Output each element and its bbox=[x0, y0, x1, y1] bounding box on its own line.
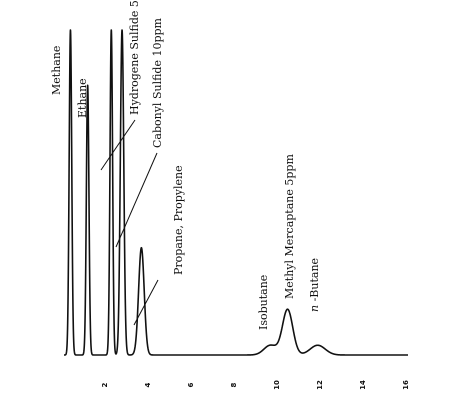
x-tick-label: 6 bbox=[187, 382, 195, 387]
leader-line-cabonyl-sulfide-10ppm bbox=[115, 152, 158, 248]
x-tick-label: 12 bbox=[316, 380, 324, 390]
chromatogram-trace bbox=[63, 29, 409, 356]
x-tick-layer: 2 4 6 8 10 12 14 16 bbox=[101, 380, 410, 390]
peak-label-methane: Methane bbox=[50, 46, 63, 95]
x-tick-label: 16 bbox=[402, 380, 410, 390]
x-tick-label: 10 bbox=[273, 380, 281, 390]
peak-label-isobutane: Isobutane bbox=[257, 275, 270, 330]
peak-label-ethane: Ethane bbox=[76, 78, 89, 118]
peak-label-cabonyl-sulfide-10ppm: Cabonyl Sulfide 10ppm bbox=[151, 17, 164, 148]
x-tick-label: 8 bbox=[230, 382, 238, 387]
leader-line-hydrogene-sulfide-5ppm bbox=[100, 119, 136, 171]
leader-layer bbox=[100, 119, 159, 326]
peak-label-methyl-mercaptane-5ppm: Methyl Mercaptane 5ppm bbox=[283, 154, 296, 299]
peak-label-propane-propylene: Propane, Propylene bbox=[172, 165, 185, 275]
peak-label-n-butane: n -Butane bbox=[308, 258, 321, 312]
peak-label-layer: Methane Ethane Hydrogene Sulfide 5ppm Cabon… bbox=[50, 0, 321, 330]
peak-label-hydrogene-sulfide-5ppm: Hydrogene Sulfide 5ppm bbox=[128, 0, 141, 115]
leader-line-propane-propylene bbox=[133, 279, 159, 326]
trace-layer bbox=[63, 29, 409, 356]
x-tick-label: 14 bbox=[359, 380, 367, 390]
x-tick-label: 4 bbox=[144, 382, 152, 387]
x-tick-label: 2 bbox=[101, 382, 109, 387]
